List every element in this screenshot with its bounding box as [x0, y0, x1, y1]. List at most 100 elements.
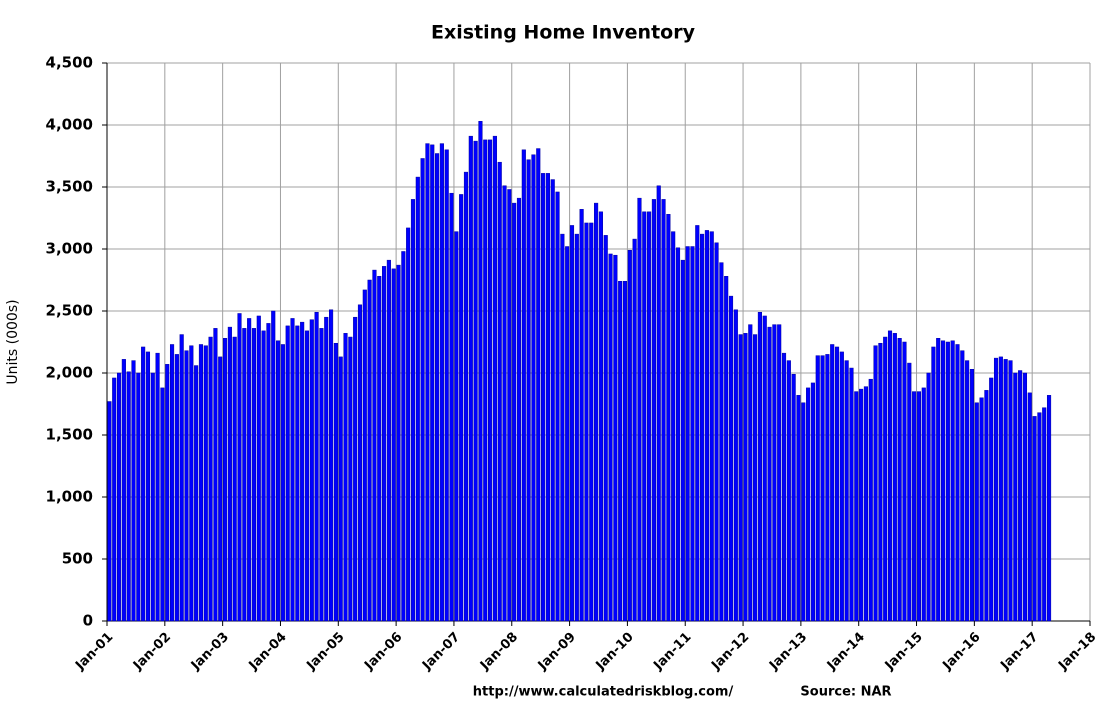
bar — [1027, 392, 1032, 622]
bar — [136, 372, 141, 622]
bar — [261, 330, 266, 622]
y-axis-label: Units (000s) — [5, 299, 21, 384]
bar — [863, 386, 868, 622]
bar — [724, 276, 729, 622]
bar — [839, 351, 844, 622]
bar — [497, 161, 502, 622]
bar — [989, 377, 994, 622]
bar — [203, 345, 208, 622]
bar — [536, 148, 541, 622]
bar — [806, 387, 811, 622]
bar — [401, 251, 406, 622]
bar — [916, 391, 921, 622]
bar — [198, 344, 204, 622]
bar — [333, 342, 338, 622]
bar — [618, 280, 623, 622]
bar — [584, 222, 589, 622]
bar — [463, 171, 469, 622]
bar — [627, 249, 632, 622]
bar — [940, 340, 946, 622]
bar — [675, 247, 681, 622]
bar — [873, 345, 878, 622]
bar — [955, 344, 960, 622]
y-tick-label: 2,000 — [46, 364, 93, 382]
bar — [651, 199, 656, 622]
bar — [256, 315, 261, 622]
bar — [545, 173, 550, 622]
bar — [145, 351, 151, 622]
bar — [179, 334, 184, 622]
bar — [169, 344, 175, 622]
bar — [459, 194, 464, 622]
bar — [902, 341, 907, 622]
bar — [406, 227, 411, 622]
bar — [1032, 416, 1037, 622]
bar — [680, 259, 685, 622]
bar — [883, 336, 888, 622]
bar — [647, 211, 652, 622]
bar — [656, 185, 661, 622]
bar — [526, 159, 531, 622]
bar — [488, 139, 493, 622]
bar — [714, 242, 719, 622]
y-tick-label: 4,000 — [46, 116, 93, 134]
bar — [748, 324, 753, 622]
bar — [502, 185, 507, 622]
bar — [555, 191, 560, 622]
bar — [121, 359, 126, 622]
bar — [825, 354, 830, 622]
bar — [237, 313, 242, 622]
bar — [815, 355, 820, 622]
bar — [820, 355, 825, 622]
y-tick-label: 500 — [62, 550, 93, 568]
bar — [993, 357, 999, 622]
bar — [309, 319, 314, 622]
bar — [492, 135, 497, 622]
bar — [1013, 372, 1018, 622]
bar — [912, 391, 917, 622]
bar — [362, 289, 367, 622]
y-tick-label: 2,500 — [46, 302, 93, 320]
bar — [728, 295, 734, 622]
bar — [622, 280, 628, 622]
bar — [960, 350, 965, 622]
bar — [709, 231, 714, 622]
bar — [661, 199, 666, 622]
chart-title: Existing Home Inventory — [431, 22, 696, 44]
bar — [483, 139, 488, 622]
bar — [372, 269, 377, 622]
bar — [767, 326, 772, 622]
bar — [1037, 412, 1042, 622]
bar — [700, 233, 705, 622]
bar — [878, 342, 883, 622]
bar — [516, 197, 522, 622]
bar — [531, 154, 536, 622]
bar — [589, 222, 594, 622]
bar — [950, 340, 955, 622]
bar — [733, 309, 738, 622]
bar — [189, 345, 194, 622]
bar — [435, 153, 440, 622]
y-tick-label: 1,000 — [46, 488, 93, 506]
bar — [324, 316, 329, 622]
bar — [454, 231, 459, 622]
bar — [160, 387, 165, 622]
bar — [391, 268, 396, 622]
bar — [868, 378, 873, 622]
bar — [974, 402, 979, 622]
bar — [247, 318, 252, 622]
bar — [844, 360, 849, 622]
bar — [926, 372, 931, 622]
bar — [131, 360, 136, 622]
bar — [772, 324, 777, 622]
bar — [965, 360, 970, 622]
y-tick-label: 3,500 — [46, 178, 93, 196]
bar — [695, 225, 700, 622]
bar — [271, 310, 276, 622]
bar — [637, 197, 642, 622]
bar — [579, 209, 584, 622]
bar — [232, 336, 237, 622]
bar — [343, 333, 348, 622]
bar — [574, 233, 579, 622]
bar — [357, 304, 363, 622]
